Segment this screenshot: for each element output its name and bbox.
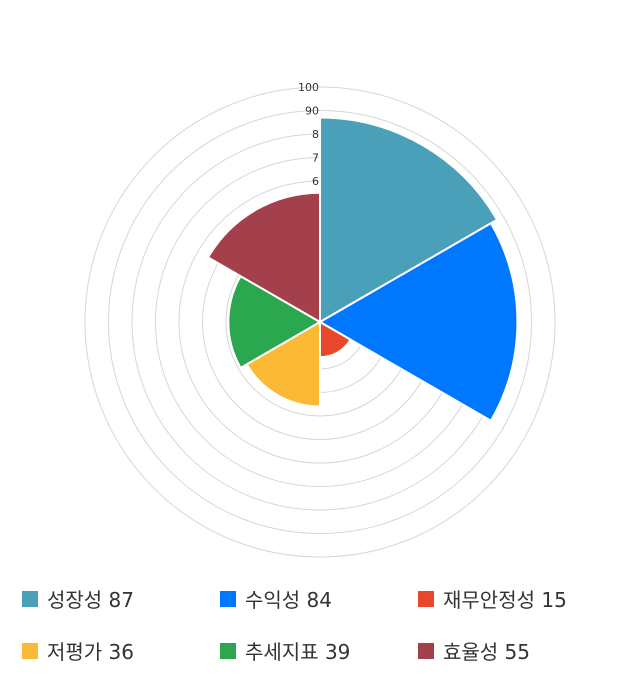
tick-label: 90 [305, 105, 319, 118]
legend-label: 성장성 87 [47, 588, 135, 612]
tick-label: 7 [312, 152, 319, 165]
radial-tick-labels: 6 7 8 90 100 [298, 81, 319, 188]
chart-slices [206, 116, 519, 423]
slice-효율성[interactable] [206, 191, 321, 324]
legend-label: 추세지표 39 [245, 640, 351, 664]
legend-swatch [22, 642, 38, 659]
legend-label: 저평가 36 [47, 640, 135, 664]
legend-item-undervaluation[interactable]: 저평가 36 [22, 636, 134, 665]
legend-swatch [418, 642, 434, 659]
slice-저평가[interactable] [245, 320, 321, 408]
slice-수익성[interactable] [318, 221, 519, 423]
grid-ring [84, 86, 556, 558]
tick-label: 8 [312, 128, 319, 141]
slice-성장성[interactable] [319, 116, 499, 324]
legend-swatch [220, 590, 236, 607]
legend-item-financial-stability[interactable]: 재무안정성 15 [418, 584, 567, 613]
grid-ring [108, 110, 532, 534]
legend-label: 수익성 84 [245, 588, 333, 612]
legend-item-growth[interactable]: 성장성 87 [22, 584, 134, 613]
legend-item-profitability[interactable]: 수익성 84 [220, 584, 332, 613]
legend-item-trend-indicator[interactable]: 추세지표 39 [220, 636, 350, 665]
legend-item-efficiency[interactable]: 효율성 55 [418, 636, 530, 665]
legend-label: 효율성 55 [443, 640, 531, 664]
legend-label: 재무안정성 15 [443, 588, 567, 612]
polar-area-chart: 6 7 8 90 100 [84, 81, 556, 558]
legend-swatch [220, 642, 236, 659]
tick-label: 100 [298, 81, 319, 94]
legend-swatch [22, 590, 38, 607]
tick-label: 6 [312, 175, 319, 188]
slice-추세지표[interactable] [227, 274, 322, 370]
legend-swatch [418, 590, 434, 607]
